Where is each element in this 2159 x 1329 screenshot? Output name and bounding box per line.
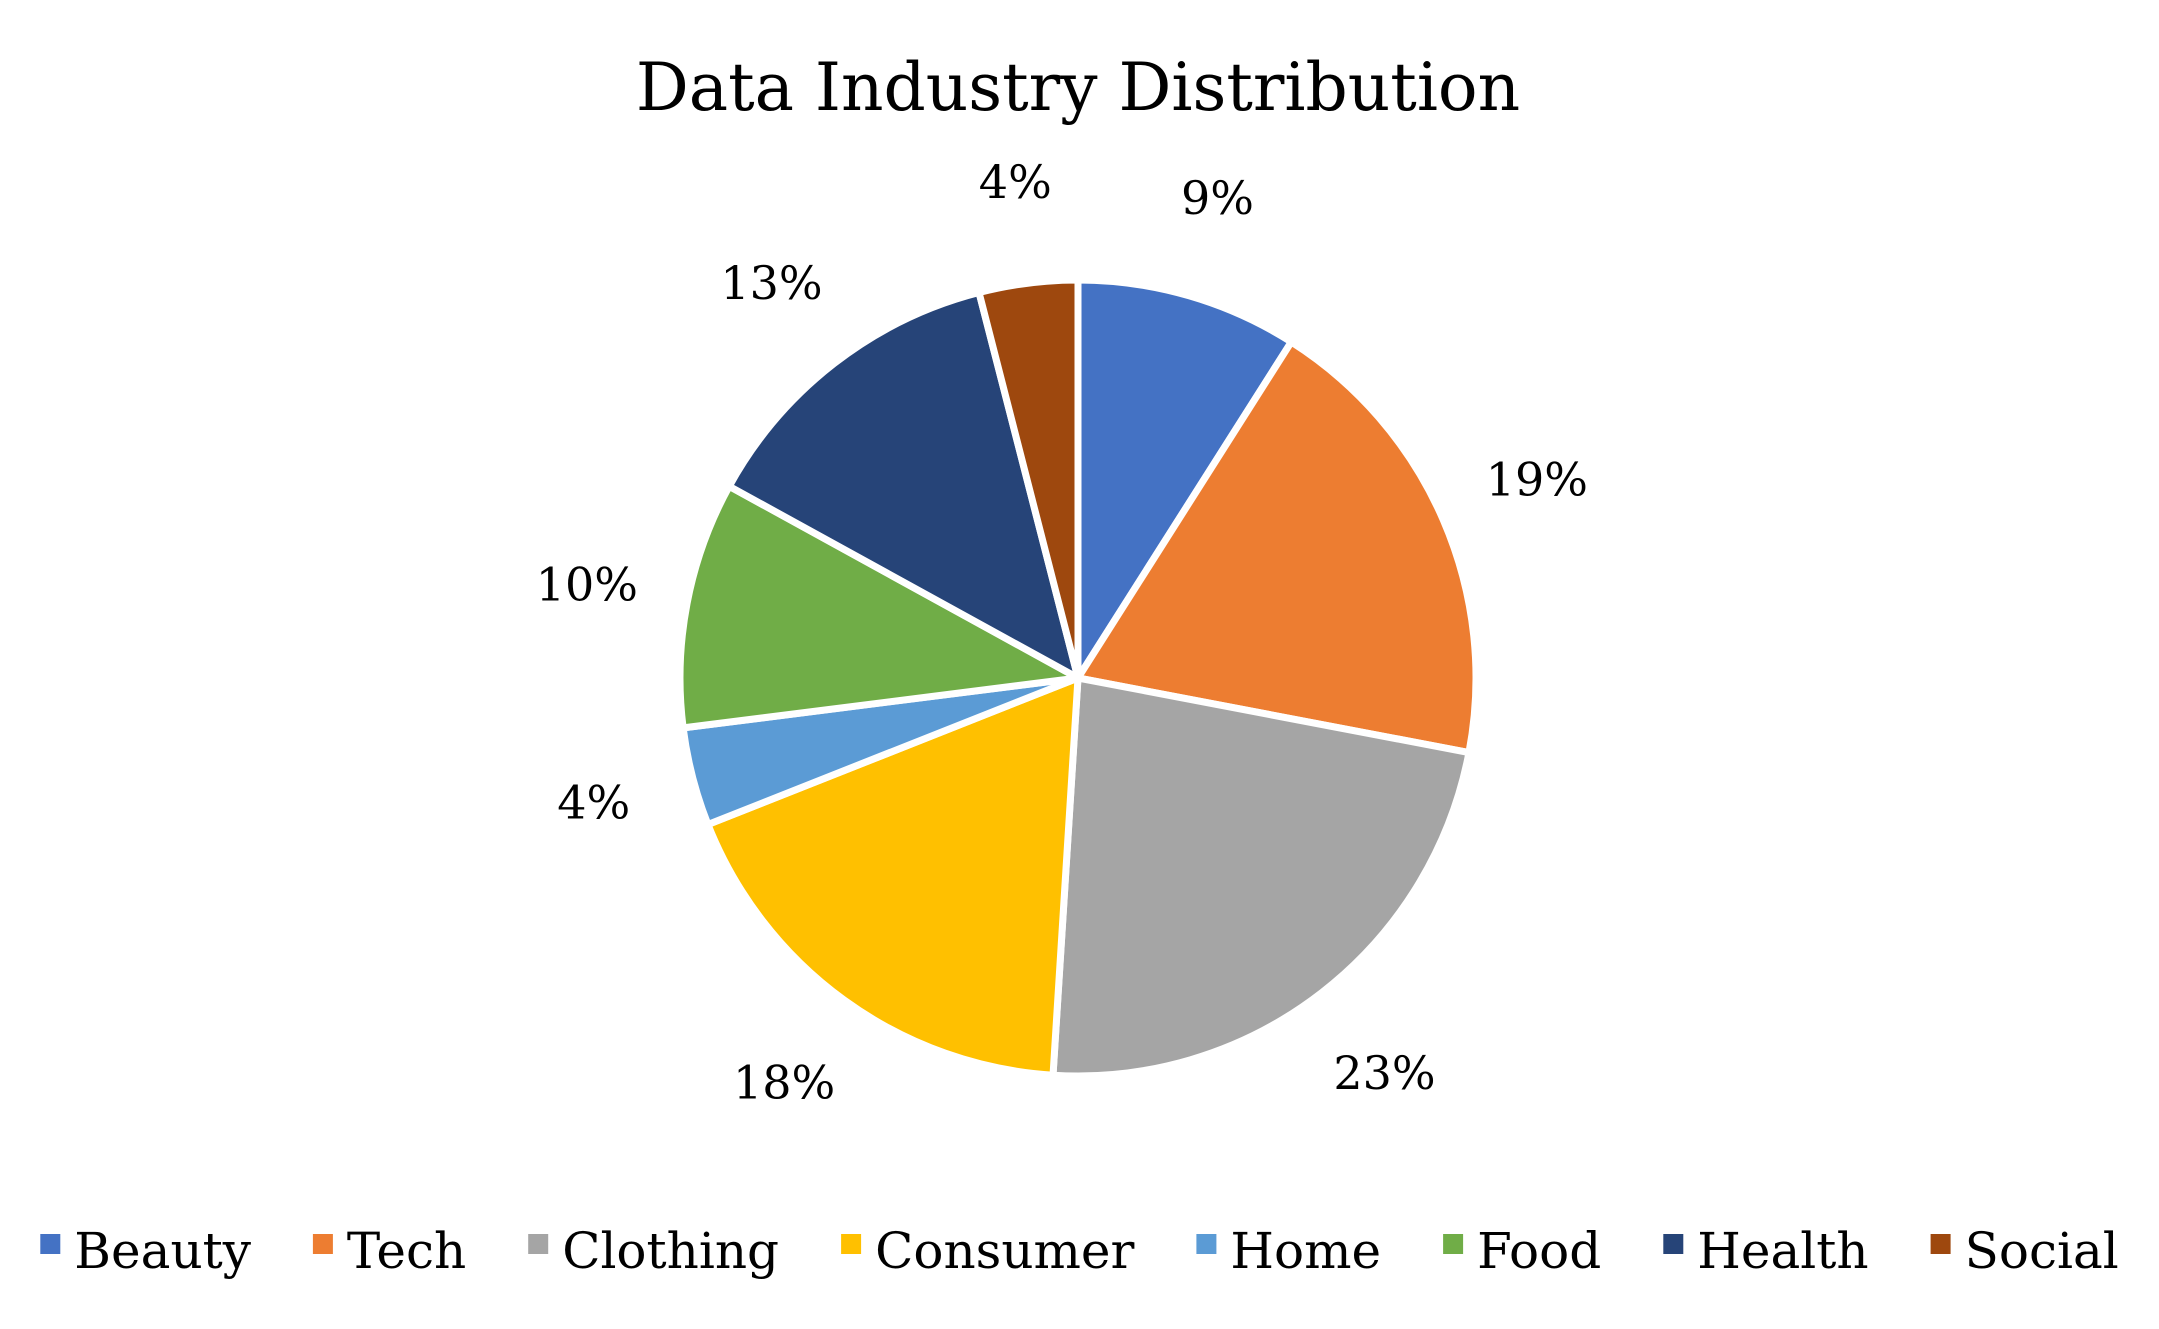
legend-label-health: Health [1697,1222,1868,1280]
data-label-health: 13% [720,256,822,310]
data-label-tech: 19% [1486,452,1588,506]
data-label-food: 10% [536,557,638,611]
legend: Beauty Tech Clothing Consumer Home Food Health… [40,1222,2119,1280]
legend-swatch-beauty [40,1234,61,1254]
pie-slice-clothing [1049,674,1473,1080]
pie-slice-consumer [704,674,1082,1079]
pie-slice-food [676,482,1082,732]
data-labels: 9% 19% 23% 18% 4% 10% 13% 4% [536,155,1588,1110]
legend-item-social: Social [1930,1222,2119,1280]
legend-item-clothing: Clothing [528,1222,779,1280]
data-label-social: 4% [979,155,1052,209]
legend-swatch-home [1196,1234,1217,1254]
legend-label-social: Social [1965,1222,2119,1280]
legend-label-home: Home [1230,1222,1381,1280]
legend-label-beauty: Beauty [74,1222,251,1280]
legend-item-consumer: Consumer [841,1222,1135,1280]
legend-swatch-consumer [841,1234,862,1254]
legend-label-clothing: Clothing [562,1222,779,1280]
legend-label-food: Food [1477,1222,1601,1280]
pie-slice-health [725,289,1082,682]
legend-swatch-tech [312,1234,333,1254]
data-label-beauty: 9% [1181,171,1254,225]
legend-swatch-clothing [528,1234,549,1254]
chart-title: Data Industry Distribution [636,49,1520,126]
pie-slice-social [975,276,1082,682]
pie-slice-beauty [1074,276,1295,682]
data-label-clothing: 23% [1333,1046,1435,1100]
data-label-consumer: 18% [733,1056,835,1110]
legend-item-home: Home [1196,1222,1381,1280]
legend-item-health: Health [1663,1222,1869,1280]
legend-swatch-food [1443,1234,1464,1254]
legend-swatch-health [1663,1234,1684,1254]
legend-swatch-social [1930,1234,1951,1254]
legend-label-consumer: Consumer [875,1222,1134,1280]
pie-slices [676,276,1480,1080]
legend-item-tech: Tech [312,1222,466,1280]
legend-label-tech: Tech [347,1222,466,1280]
legend-item-beauty: Beauty [40,1222,252,1280]
pie-slice-tech [1074,338,1480,757]
data-label-home: 4% [557,775,630,829]
legend-item-food: Food [1443,1222,1601,1280]
